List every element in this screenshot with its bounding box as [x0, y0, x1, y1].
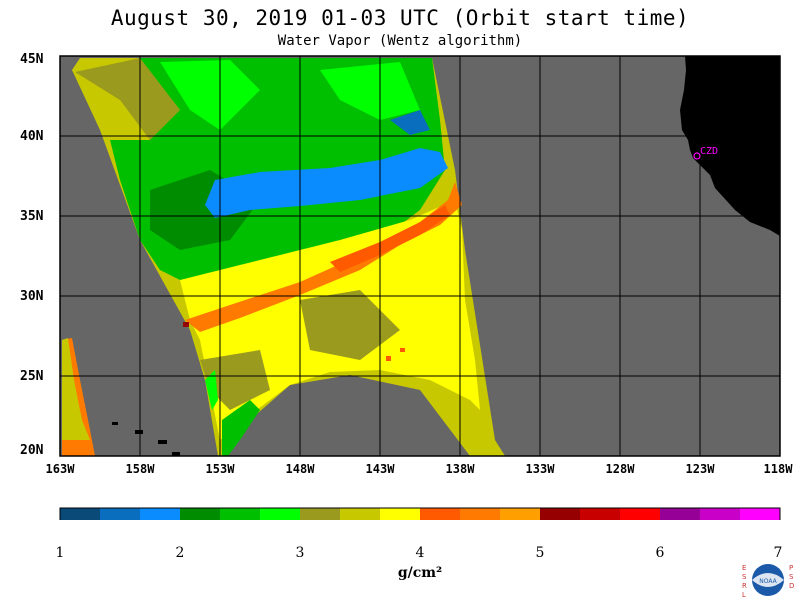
red-spot-2 — [386, 356, 391, 361]
swath-blue — [205, 148, 448, 218]
colorbar-tick-4: 4 — [415, 545, 425, 561]
water-vapor-map — [59, 55, 781, 520]
esrl-letter-r: R — [742, 582, 747, 590]
colorbar-border — [59, 507, 781, 520]
place-label-czd: CZD — [700, 146, 719, 157]
lat-label-40n: 40N — [20, 129, 44, 144]
hawaii-islands — [112, 422, 180, 456]
colorbar-tick-6: 6 — [655, 545, 665, 561]
lat-label-45n: 45N — [20, 52, 44, 67]
lat-label-30n: 30N — [20, 289, 44, 304]
red-spot — [183, 322, 189, 327]
map-frame-border — [59, 55, 781, 457]
lon-label-143w: 143W — [365, 462, 395, 476]
colorbar-swatch — [660, 508, 701, 520]
colorbar-swatch — [260, 508, 301, 520]
red-spot-3 — [400, 348, 405, 352]
colorbar-tick-5: 5 — [535, 545, 545, 561]
place-marker — [693, 152, 701, 160]
colorbar-tick-3: 3 — [295, 545, 305, 561]
lon-label-158w: 158W — [125, 462, 155, 476]
colorbar-swatch — [220, 508, 261, 520]
lon-label-153w: 153W — [205, 462, 235, 476]
colorbar-swatch — [300, 508, 341, 520]
colorbar-swatch — [740, 508, 781, 520]
swath-olive-patch — [300, 290, 400, 360]
swath-olive — [75, 58, 180, 140]
noaa-logo-text: NOAA — [759, 578, 777, 585]
colorbar-swatch — [340, 508, 381, 520]
colorbar-swatch — [140, 508, 181, 520]
lon-label-133w: 133W — [525, 462, 555, 476]
map-title: August 30, 2019 01-03 UTC (Orbit start t… — [110, 6, 690, 30]
swath-light-green — [160, 60, 260, 130]
esrl-letter-s: S — [742, 573, 747, 581]
colorbar-tick-7: 7 — [773, 545, 783, 561]
swath-red-orange — [330, 205, 450, 272]
colorbar-swatch — [580, 508, 621, 520]
psd-letter-p: P — [789, 564, 793, 572]
colorbar-tick-2: 2 — [175, 545, 185, 561]
colorbar-tick-1: 1 — [55, 545, 65, 561]
lat-label-20n: 20N — [20, 443, 44, 458]
colorbar-swatch — [620, 508, 661, 520]
colorbar-swatch — [100, 508, 141, 520]
colorbar-swatch — [700, 508, 741, 520]
colorbar-swatch — [540, 508, 581, 520]
lon-label-148w: 148W — [285, 462, 315, 476]
colorbar-unit-label: g/cm² — [397, 565, 443, 581]
colorbar-swatch — [380, 508, 421, 520]
satellite-swath — [62, 58, 505, 456]
colorbar — [60, 508, 781, 520]
noaa-logo: NOAA E S R L P S D — [742, 564, 794, 599]
lon-label-128w: 128W — [605, 462, 635, 476]
esrl-letter-l: L — [742, 591, 746, 599]
swath-green-left — [205, 370, 218, 410]
colorbar-swatch — [500, 508, 541, 520]
lon-label-138w: 138W — [445, 462, 475, 476]
map-subtitle: Water Vapor (Wentz algorithm) — [277, 33, 523, 49]
colorbar-swatch — [180, 508, 221, 520]
lon-label-123w: 123W — [685, 462, 715, 476]
lat-label-25n: 25N — [20, 369, 44, 384]
swath-blue-dark — [390, 110, 430, 135]
psd-letter-d: D — [789, 582, 794, 590]
colorbar-swatch — [60, 508, 101, 520]
grid-lines — [60, 56, 780, 456]
swath-light-green-2 — [320, 62, 420, 120]
swath-orange-band — [185, 182, 462, 332]
esrl-letter-e: E — [742, 564, 746, 572]
psd-letter-s: S — [789, 573, 794, 581]
lat-label-35n: 35N — [20, 209, 44, 224]
lon-label-163w: 163W — [45, 462, 75, 476]
lon-label-118w: 118W — [763, 462, 793, 476]
land-mass — [680, 56, 780, 236]
swath-yellow-left — [62, 338, 90, 440]
colorbar-swatch — [420, 508, 461, 520]
colorbar-swatch — [460, 508, 501, 520]
swath-green-lower — [222, 400, 260, 456]
noaa-logo-bird — [752, 573, 784, 587]
